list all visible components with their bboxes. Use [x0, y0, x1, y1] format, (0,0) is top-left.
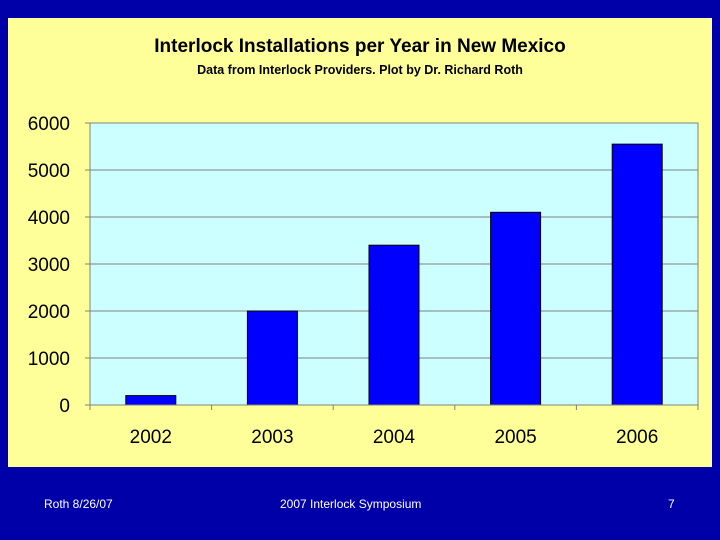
- x-tick-label: 2004: [373, 427, 416, 448]
- y-tick-label: 1000: [28, 349, 70, 370]
- bar-2003: [246, 310, 298, 406]
- chart-title: Interlock Installations per Year in New …: [154, 36, 565, 57]
- chart-subtitle: Data from Interlock Providers. Plot by D…: [197, 63, 523, 77]
- bar-2005: [490, 211, 542, 406]
- bar-2004: [368, 244, 420, 406]
- footer-event: 2007 Interlock Symposium: [280, 497, 422, 511]
- y-tick-label: 5000: [28, 161, 70, 182]
- footer-author-date: Roth 8/26/07: [44, 497, 113, 511]
- x-axis-ticks: 2002 2003 2004 2005 2006: [89, 405, 699, 448]
- bar-2002: [125, 395, 177, 406]
- y-tick-label: 2000: [28, 302, 70, 323]
- footer-page-number: 7: [668, 497, 675, 511]
- bar-2006: [611, 143, 663, 406]
- y-tick-label: 4000: [28, 208, 70, 229]
- x-tick-label: 2003: [251, 427, 293, 448]
- x-tick-label: 2006: [616, 427, 658, 448]
- y-axis-ticks: 0 1000 2000 3000 4000 5000 6000: [28, 114, 90, 417]
- y-tick-label: 6000: [28, 114, 70, 135]
- x-tick-label: 2002: [130, 427, 172, 448]
- x-tick-label: 2005: [494, 427, 536, 448]
- y-tick-label: 3000: [28, 255, 70, 276]
- bars: [125, 143, 663, 406]
- axes: [89, 123, 698, 406]
- y-tick-label: 0: [59, 396, 70, 417]
